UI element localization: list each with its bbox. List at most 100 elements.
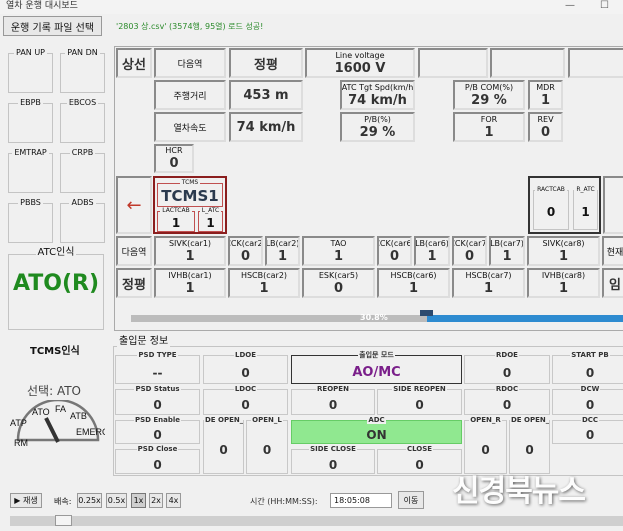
mdr: MDR 1: [528, 80, 563, 110]
indicator-button[interactable]: EBCOS: [60, 98, 105, 143]
door-cell: PSD Close 0: [115, 445, 200, 474]
maximize-button[interactable]: ☐: [600, 0, 609, 11]
speed-button[interactable]: 2x: [149, 493, 163, 508]
empty-cell: [418, 48, 488, 78]
row-b-right: 임: [602, 268, 623, 298]
line-voltage-value: 1600 V: [334, 60, 386, 76]
hcr: HCR 0: [154, 144, 194, 173]
indicator-button[interactable]: PAN DN: [60, 48, 105, 93]
minimize-button[interactable]: —: [565, 0, 575, 11]
arrow-left-icon: ←: [126, 194, 142, 216]
play-button[interactable]: ▶ 재생: [10, 493, 42, 508]
mdr-value: 1: [540, 92, 551, 108]
indicator-button[interactable]: PAN UP: [8, 48, 53, 93]
progress-text: 30.8%: [360, 313, 388, 322]
atc-target-speed: ATC Tgt Spd(km/h 74 km/h: [340, 80, 415, 110]
load-status: '2803 상.csv' (3574행, 95열) 로드 성공!: [116, 22, 264, 31]
speed-button[interactable]: 0.25x: [77, 493, 102, 508]
door-cell-label: DCW: [579, 385, 601, 393]
distance-value-value: 453 m: [243, 87, 289, 103]
open-file-button[interactable]: 운행 기록 파일 선택: [3, 16, 102, 36]
row-b-right-value: 임: [609, 277, 621, 293]
lactcab-value: 1: [171, 216, 181, 230]
indicator-button[interactable]: ADBS: [60, 198, 105, 243]
tcms-recognition-title: TCMS인식: [30, 346, 80, 357]
door-cell: REOPEN 0: [291, 385, 375, 415]
indicator-label: ADBS: [69, 198, 96, 207]
indicator-button[interactable]: EBPB: [8, 98, 53, 143]
signal-cell-value: 1: [558, 248, 569, 264]
signal-cell-label: CCK(car6): [379, 238, 412, 248]
pb-com: P/B COM(%) 29 %: [453, 80, 525, 110]
mdr-label: MDR: [536, 82, 555, 92]
line-voltage: Line voltage 1600 V: [305, 48, 415, 78]
time-label: 시간 (HH:MM:SS):: [250, 497, 318, 506]
speed-label-value: 열차속도: [173, 123, 207, 134]
timeline-slider-thumb[interactable]: [55, 515, 72, 526]
door-cell-value: 0: [585, 365, 595, 380]
signal-cell-label: HSCB(car7): [465, 270, 512, 280]
door-cell-label: DE OPEN_: [510, 416, 549, 424]
watermark: 신경북뉴스: [452, 474, 586, 509]
timeline-slider[interactable]: [10, 516, 623, 526]
time-input[interactable]: 18:05:08: [330, 493, 392, 508]
progress-track: [131, 315, 427, 322]
window-title: 열차 운행 대시보드: [6, 1, 78, 11]
signal-cell: CCK(car2)0: [228, 236, 263, 266]
rev-label: REV: [537, 114, 554, 124]
signal-cell-value: 1: [558, 280, 569, 296]
signal-cell-value: 1: [502, 248, 512, 264]
door-cell: RDOC 0: [464, 385, 550, 415]
gauge-label-emerg: EMERG: [76, 427, 105, 437]
door-cell-value: 0: [328, 398, 338, 412]
door-cell: DE OPEN_ 0: [203, 416, 244, 474]
speed-label: 배속:: [54, 497, 72, 506]
door-info-panel: 출입문 정보: [113, 336, 623, 476]
door-cell: DCC 0: [552, 416, 623, 444]
door-cell: LDOC 0: [203, 385, 288, 415]
speed-button[interactable]: 1x: [131, 493, 146, 508]
ractcab-value: 0: [546, 205, 556, 219]
signal-cell-value: 1: [185, 248, 195, 264]
speed-button[interactable]: 0.5x: [106, 493, 127, 508]
signal-cell-value: 1: [427, 248, 437, 264]
door-cell-value: 0: [415, 398, 424, 412]
door-cell-label: 출입문 모드: [358, 351, 395, 359]
signal-cell-label: SIVK(car8): [542, 238, 585, 248]
signal-cell-value: 0: [333, 280, 344, 296]
ratc-value: 1: [581, 205, 590, 219]
door-cell: OPEN_R 0: [464, 416, 507, 474]
indicator-label: EMTRAP: [12, 148, 49, 157]
signal-cell: ESK(car5) 0: [302, 268, 375, 298]
signal-cell: HSCB(car2) 1: [228, 268, 300, 298]
signal-cell-label: IVHB(car8): [541, 270, 586, 280]
door-cell-label: RDOE: [495, 351, 519, 359]
indicator-button[interactable]: CRPB: [60, 148, 105, 193]
indicator-button[interactable]: EMTRAP: [8, 148, 53, 193]
progress-fill: [427, 315, 623, 322]
speed-value-value: 74 km/h: [236, 119, 296, 135]
progress-thumb[interactable]: [420, 310, 433, 316]
line-voltage-label: Line voltage: [335, 50, 385, 60]
door-cell-label: RDOC: [494, 385, 520, 393]
door-cell-value: ON: [366, 428, 387, 442]
go-button[interactable]: 이동: [398, 491, 424, 509]
speed-label: 열차속도: [154, 112, 226, 142]
signal-cell-label: CCK(car7): [454, 238, 487, 248]
gauge-arc: [16, 400, 100, 442]
signal-cell: CCK(car6)0: [377, 236, 412, 266]
signal-cell-label: SIVK(car1): [168, 238, 212, 248]
row-a-label: 다음역: [116, 236, 152, 266]
door-cell-label: DE OPEN_: [204, 416, 243, 424]
right-cab-box: RACTCAB 0 R_ATC 1: [528, 176, 601, 234]
door-cell-value: 0: [153, 428, 162, 442]
door-cell: PSD TYPE --: [115, 351, 200, 384]
signal-cell: HSCB(car7) 1: [452, 268, 525, 298]
speed-button[interactable]: 4x: [166, 493, 181, 508]
door-cell: DE OPEN_ 0: [509, 416, 550, 474]
indicator-button[interactable]: PBBS: [8, 198, 53, 243]
door-cell-value: 0: [585, 428, 595, 442]
speed-value: 74 km/h: [229, 112, 303, 142]
pb-value: 29 %: [359, 124, 396, 140]
rev-value: 0: [540, 124, 551, 140]
